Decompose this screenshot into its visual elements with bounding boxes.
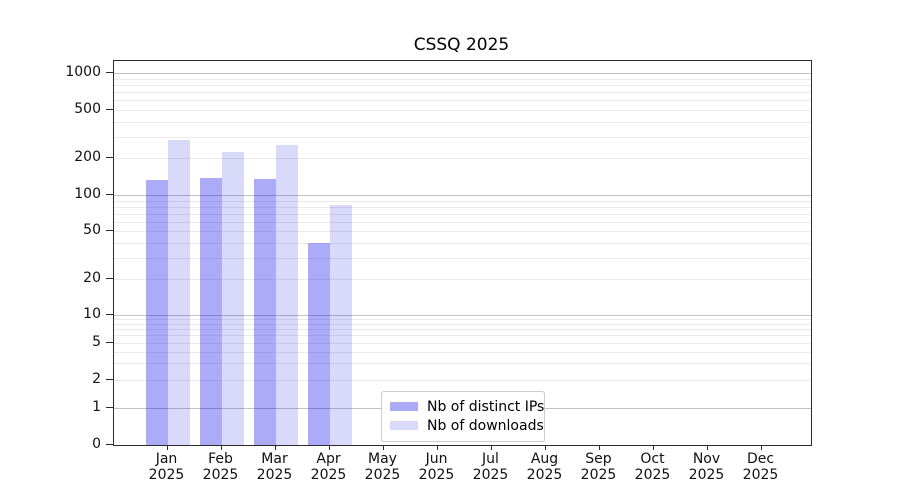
legend-item-downloads: Nb of downloads xyxy=(382,416,544,435)
y-tick-mark xyxy=(106,157,114,159)
plot-area: Nb of distinct IPs Nb of downloads xyxy=(113,60,812,446)
y-tick-label: 500 xyxy=(74,100,101,117)
minor-gridline xyxy=(114,84,811,86)
y-tick-label: 2 xyxy=(92,370,101,387)
minor-gridline xyxy=(114,242,811,244)
chart-title: CSSQ 2025 xyxy=(413,35,510,55)
x-tick-label: Feb 2025 xyxy=(202,451,239,483)
x-tick-label: Mar 2025 xyxy=(256,451,293,483)
y-tick-label: 20 xyxy=(83,269,101,286)
minor-gridline xyxy=(114,335,811,337)
minor-gridline xyxy=(114,121,811,123)
minor-gridline xyxy=(114,158,811,160)
y-tick-mark xyxy=(106,443,114,445)
x-tick-mark xyxy=(490,445,492,450)
y-tick-mark xyxy=(106,108,114,110)
bar-ips-feb xyxy=(199,177,222,445)
major-gridline xyxy=(114,314,811,316)
x-tick-mark xyxy=(382,445,384,450)
x-tick-label: Jan 2025 xyxy=(148,451,185,483)
x-tick-label: Nov 2025 xyxy=(688,451,725,483)
bar-ips-mar xyxy=(253,179,276,445)
y-tick-mark xyxy=(106,194,114,195)
bar-downloads-jan xyxy=(167,140,190,445)
legend-item-distinct-ips: Nb of distinct IPs xyxy=(382,397,544,416)
legend-swatch-downloads xyxy=(390,421,418,430)
minor-gridline xyxy=(114,91,811,93)
minor-gridline xyxy=(114,363,811,365)
y-tick-mark xyxy=(106,341,114,343)
x-tick-label: Jun 2025 xyxy=(418,451,455,483)
x-tick-mark xyxy=(220,445,222,450)
y-tick-mark xyxy=(106,378,114,380)
legend-label-downloads: Nb of downloads xyxy=(427,417,544,434)
x-tick-mark xyxy=(652,445,654,450)
minor-gridline xyxy=(114,342,811,344)
legend: Nb of distinct IPs Nb of downloads xyxy=(381,391,545,442)
x-tick-label: Sep 2025 xyxy=(580,451,617,483)
minor-gridline xyxy=(114,136,811,138)
x-tick-label: Dec 2025 xyxy=(742,451,779,483)
bar-downloads-mar xyxy=(275,145,298,445)
bar-downloads-apr xyxy=(329,204,352,445)
x-tick-label: Oct 2025 xyxy=(634,451,671,483)
x-tick-label: Aug 2025 xyxy=(526,451,563,483)
y-tick-mark xyxy=(106,313,114,315)
x-tick-label: May 2025 xyxy=(364,451,401,483)
minor-gridline xyxy=(114,379,811,381)
x-tick-mark xyxy=(760,445,762,450)
x-tick-mark xyxy=(706,445,708,450)
x-tick-label: Jul 2025 xyxy=(472,451,509,483)
x-tick-mark xyxy=(544,445,546,450)
x-tick-mark xyxy=(328,445,330,450)
y-tick-label: 1 xyxy=(92,399,101,415)
minor-gridline xyxy=(114,278,811,280)
minor-gridline xyxy=(114,351,811,353)
y-tick-mark xyxy=(106,277,114,279)
minor-gridline xyxy=(114,206,811,208)
bar-ips-jan xyxy=(145,179,168,445)
legend-swatch-distinct-ips xyxy=(390,402,418,411)
bar-downloads-feb xyxy=(221,152,244,445)
x-tick-mark xyxy=(436,445,438,450)
y-tick-mark xyxy=(106,72,114,73)
y-tick-label: 0 xyxy=(92,435,101,452)
major-gridline xyxy=(114,73,811,74)
y-tick-label: 10 xyxy=(83,305,101,322)
y-tick-label: 1000 xyxy=(65,64,101,80)
y-tick-mark xyxy=(106,230,114,231)
x-tick-label: Apr 2025 xyxy=(310,451,347,483)
minor-gridline xyxy=(114,200,811,202)
minor-gridline xyxy=(114,78,811,80)
y-tick-mark xyxy=(106,407,114,408)
minor-gridline xyxy=(114,109,811,111)
minor-gridline xyxy=(114,213,811,215)
minor-gridline xyxy=(114,100,811,102)
minor-gridline xyxy=(114,221,811,223)
x-tick-mark xyxy=(166,445,168,450)
minor-gridline xyxy=(114,318,811,320)
y-tick-label: 50 xyxy=(83,222,101,238)
bar-ips-apr xyxy=(307,242,330,445)
y-tick-label: 100 xyxy=(74,186,101,202)
major-gridline xyxy=(114,195,811,196)
y-tick-label: 5 xyxy=(92,333,101,350)
minor-gridline xyxy=(114,231,811,232)
minor-gridline xyxy=(114,323,811,325)
x-tick-mark xyxy=(274,445,276,450)
x-tick-mark xyxy=(598,445,600,450)
minor-gridline xyxy=(114,257,811,259)
legend-label-distinct-ips: Nb of distinct IPs xyxy=(427,398,545,415)
minor-gridline xyxy=(114,329,811,330)
y-tick-label: 200 xyxy=(74,149,101,166)
